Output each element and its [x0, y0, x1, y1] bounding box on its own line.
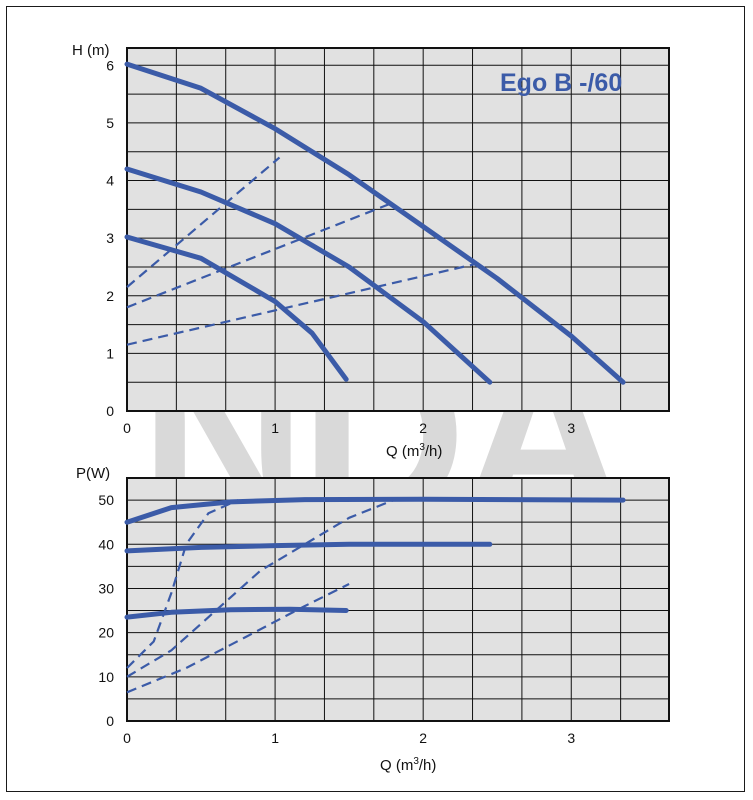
head-curve-solid-2 — [124, 234, 349, 382]
power-x-tick-3: 3 — [567, 730, 575, 746]
power-y-tick-4: 40 — [98, 536, 114, 552]
head-y-tick-6: 6 — [106, 57, 114, 73]
power-y-tick-1: 10 — [98, 669, 114, 685]
power-y-tick-3: 30 — [98, 580, 114, 596]
power-x-axis-title-end: /h) — [419, 757, 437, 774]
power-curve-solid-0 — [124, 496, 626, 525]
chart-title: Ego B -/60 — [500, 69, 622, 97]
head-x-tick-3: 3 — [567, 420, 575, 436]
head-y-tick-2: 2 — [106, 288, 114, 304]
power-x-axis-title-main: Q (m — [380, 757, 413, 774]
head-x-tick-1: 1 — [271, 420, 279, 436]
power-y-tick-2: 20 — [98, 625, 114, 641]
head-plot-border — [126, 47, 670, 412]
head-y-tick-3: 3 — [106, 230, 114, 246]
head-x-tick-2: 2 — [419, 420, 427, 436]
head-y-axis-title: H (m) — [72, 42, 110, 59]
power-plot-area — [127, 478, 669, 721]
power-curve-dashed-4 — [126, 499, 395, 678]
head-plot-area — [127, 48, 669, 411]
power-plot-border — [126, 477, 670, 722]
power-curve-dashed-3 — [126, 499, 239, 669]
head-y-tick-5: 5 — [106, 115, 114, 131]
power-x-tick-1: 1 — [271, 730, 279, 746]
power-series — [124, 496, 626, 694]
head-y-tick-4: 4 — [106, 173, 114, 189]
power-x-axis-title: Q (m3/h) — [380, 756, 436, 774]
power-x-tick-0: 0 — [123, 730, 131, 746]
power-x-axis-title-sup: 3 — [413, 756, 419, 767]
power-x-tick-2: 2 — [419, 730, 427, 746]
head-x-axis-title-sup: 3 — [419, 442, 425, 453]
power-y-tick-0: 0 — [106, 713, 114, 729]
head-y-tick-1: 1 — [106, 345, 114, 361]
head-y-tick-0: 0 — [106, 403, 114, 419]
power-y-axis-title: P(W) — [76, 465, 110, 482]
head-tick-labels: 0 1 2 3 0 1 2 3 4 5 6 — [106, 57, 575, 436]
head-curve-dashed-5 — [126, 263, 476, 346]
power-curve-dashed-5 — [126, 583, 350, 694]
head-curve-solid-0 — [124, 61, 626, 385]
head-x-axis-title-end: /h) — [425, 443, 443, 460]
power-curve-solid-2 — [124, 606, 349, 620]
head-x-axis-title-main: Q (m — [386, 443, 419, 460]
power-curve-solid-1 — [124, 541, 493, 554]
head-x-axis-title: Q (m3/h) — [386, 442, 442, 460]
head-curve-dashed-3 — [126, 156, 281, 288]
head-curve-solid-1 — [124, 166, 493, 385]
power-y-tick-5: 50 — [98, 492, 114, 508]
head-x-tick-0: 0 — [123, 420, 131, 436]
head-series — [124, 61, 626, 385]
